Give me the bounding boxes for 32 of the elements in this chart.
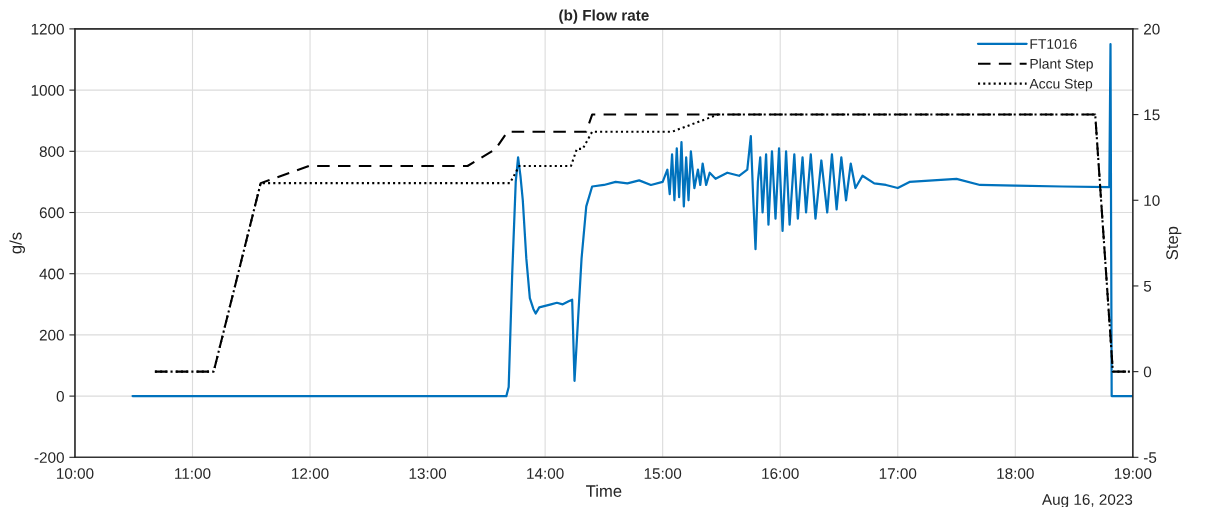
text: Aug 16, 2023 — [1041, 494, 1133, 507]
x-tick-label: 14:00 — [527, 468, 564, 479]
y-tick-label: 1000 — [31, 84, 64, 96]
y2-tick-label: 10 — [1144, 195, 1160, 206]
x-axis-title: Time — [586, 484, 622, 497]
y-tick-label: 400 — [39, 268, 64, 280]
y2-tick-label: -5 — [1143, 452, 1157, 463]
x-tick-label: 19:00 — [1114, 468, 1152, 479]
y-tick-label: 1200 — [31, 23, 64, 35]
x-tick-label: 18:00 — [997, 468, 1034, 479]
y2-axis-title: Step — [1166, 226, 1182, 260]
y2-tick-label: 0 — [1143, 366, 1152, 378]
y-tick-label: 0 — [56, 390, 64, 402]
y-tick-label: 800 — [39, 146, 64, 157]
y-tick-label: -200 — [34, 452, 64, 463]
x-tick-label: 11:00 — [175, 468, 211, 479]
x-tick-label: 17:00 — [879, 468, 917, 479]
chart-title: (b) Flow rate — [559, 9, 649, 24]
y2-tick-label: 20 — [1144, 23, 1160, 35]
legend-label: Accu Step — [1029, 78, 1093, 92]
x-tick-label: 15:00 — [644, 468, 682, 479]
y2-tick-label: 15 — [1144, 109, 1160, 121]
legend-label: Plant Step — [1030, 58, 1093, 72]
y-tick-label: 200 — [39, 329, 64, 341]
legend-label: FT1016 — [1030, 38, 1077, 49]
x-tick-label: 16:00 — [762, 468, 799, 479]
x-tick-label: 12:00 — [292, 468, 329, 479]
y-tick-label: 600 — [39, 207, 64, 219]
y-axis-title: g/s — [9, 232, 25, 254]
x-tick-label: 10:00 — [57, 468, 94, 479]
x-tick-label: 13:00 — [409, 468, 447, 479]
y2-tick-label: 5 — [1143, 280, 1152, 292]
